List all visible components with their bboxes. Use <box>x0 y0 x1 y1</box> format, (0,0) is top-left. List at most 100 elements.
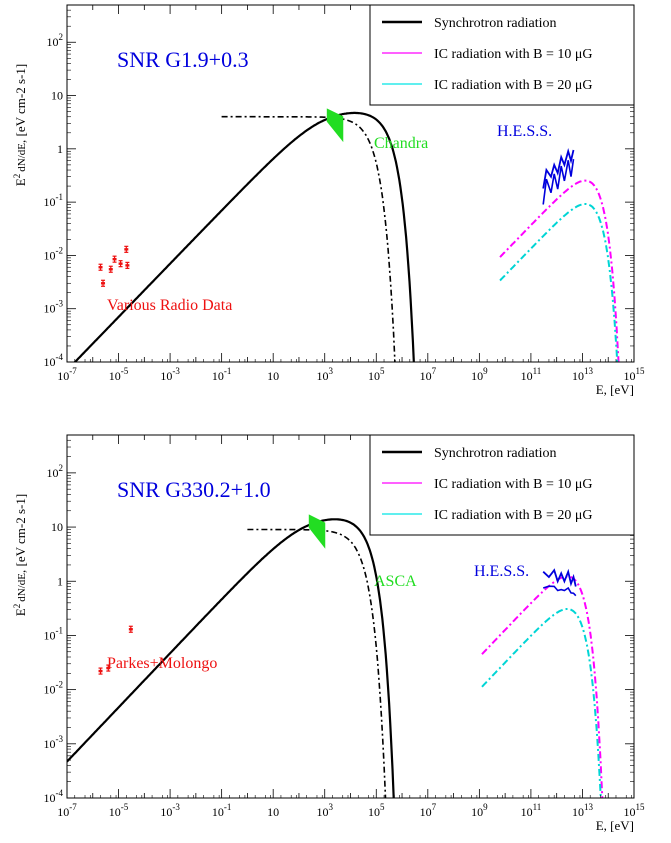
x-tick-label: 107 <box>420 366 437 383</box>
ic-b20-dashdot <box>499 203 619 362</box>
x-tick-base: 10 <box>368 805 380 819</box>
xray-bowtie <box>308 514 326 549</box>
y-tick-label: 10-3 <box>44 734 64 751</box>
legend-label: IC radiation with B = 20 μG <box>434 78 593 93</box>
x-tick-base: 10 <box>420 369 432 383</box>
hess-label: H.E.S.S. <box>497 123 552 140</box>
x-tick-label: 10 <box>267 805 279 819</box>
y-tick-base: 10 <box>44 628 56 642</box>
x-axis-label: E, [eV] <box>596 818 634 833</box>
x-tick-label: 10-1 <box>212 366 232 383</box>
x-tick-label: 1013 <box>572 366 594 383</box>
x-tick-label: 1011 <box>521 366 542 383</box>
x-tick-base: 10 <box>471 805 483 819</box>
y-tick-label: 1 <box>57 142 63 156</box>
legend: Synchrotron radiation IC radiation with B… <box>369 434 635 536</box>
x-tick-base: 10 <box>624 369 636 383</box>
x-tick-exp: 5 <box>380 802 385 812</box>
xray-bowtie <box>326 108 344 143</box>
y-tick-base: 10 <box>44 683 56 697</box>
x-tick-label: 10-3 <box>160 366 180 383</box>
legend-label: IC radiation with B = 20 μG <box>434 508 593 523</box>
y-axis-label-frac-den: dE <box>16 573 28 586</box>
y-tick-exp: -4 <box>56 788 64 798</box>
y-axis-label-frac: dN <box>16 158 28 172</box>
source-title: SNR G330.2+1.0 <box>117 477 271 502</box>
y-tick-label: 10-3 <box>44 299 64 316</box>
y-tick-label: 10-4 <box>44 788 64 805</box>
x-tick-label: 109 <box>471 366 488 383</box>
x-tick-exp: 3 <box>328 802 333 812</box>
ic-b20-dashdot <box>481 608 602 798</box>
chart-panel-1: 10-7 10-5 10-3 10-1 10 103 105 107 109 1011 1013 10… <box>12 4 646 397</box>
hess-data-lower <box>542 585 577 597</box>
x-tick-exp: -3 <box>172 802 180 812</box>
radio-data-point <box>118 262 123 265</box>
x-tick-base: 10 <box>572 805 584 819</box>
x-tick-label: 10 <box>267 369 279 383</box>
x-tick-base: 10 <box>316 805 328 819</box>
x-tick-exp: -7 <box>69 366 77 376</box>
y-axis-label-slash: / <box>16 584 28 588</box>
y-tick-exp: 2 <box>59 32 64 42</box>
x-tick-exp: 5 <box>380 366 385 376</box>
x-tick-base: 10 <box>471 369 483 383</box>
y-tick-label: 10-1 <box>44 192 64 209</box>
x-tick-exp: 9 <box>483 366 488 376</box>
x-tick-label: 105 <box>368 366 385 383</box>
x-tick-label: 10-5 <box>109 366 129 383</box>
y-tick-base: 10 <box>44 248 56 262</box>
y-tick-base: 10 <box>44 355 56 369</box>
y-axis-label: E2 dN/dE, [eV cm-2 s-1] <box>12 494 28 616</box>
y-tick-label: 10-1 <box>44 625 64 642</box>
y-tick-exp: -2 <box>56 245 64 255</box>
x-tick-label: 1011 <box>521 802 542 819</box>
y-tick-label: 102 <box>47 463 64 480</box>
legend: Synchrotron radiation IC radiation with B… <box>369 4 635 106</box>
y-axis-label-sq: 2 <box>12 174 22 179</box>
x-tick-label: 107 <box>420 802 437 819</box>
y-tick-label: 10 <box>51 520 63 534</box>
ic-b10-dashdot <box>499 179 620 362</box>
y-tick-base: 10 <box>44 302 56 316</box>
y-axis-label-frac: dN <box>16 588 28 602</box>
x-tick-base: 10 <box>316 369 328 383</box>
legend-label: Synchrotron radiation <box>434 16 556 31</box>
x-tick-exp: 11 <box>533 366 542 376</box>
radio-data-point <box>125 264 130 267</box>
x-tick-base: 10 <box>572 369 584 383</box>
y-tick-label: 10-2 <box>44 245 64 262</box>
y-tick-exp: -4 <box>56 352 64 362</box>
plot-area <box>73 108 620 362</box>
x-tick-label: 10-3 <box>160 802 180 819</box>
radio-data-point <box>98 669 103 673</box>
source-title: SNR G1.9+0.3 <box>117 47 249 72</box>
x-tick-base: 10 <box>57 369 69 383</box>
y-axis-label-units: , [eV cm-2 s-1] <box>13 494 28 573</box>
xray-label: Chandra <box>374 135 428 152</box>
x-tick-exp: -1 <box>224 366 232 376</box>
x-tick-label: 10-7 <box>57 366 77 383</box>
x-tick-exp: -5 <box>121 366 129 376</box>
y-axis-label-frac-den: dE <box>16 143 28 156</box>
x-tick-base: 10 <box>160 369 172 383</box>
y-tick-label: 1 <box>57 574 63 588</box>
x-tick-exp: -7 <box>69 802 77 812</box>
x-tick-exp: 15 <box>636 366 646 376</box>
legend-label: IC radiation with B = 10 μG <box>434 47 593 62</box>
x-tick-base: 10 <box>212 369 224 383</box>
y-tick-base: 10 <box>47 466 59 480</box>
y-axis-label-prefix: E <box>13 178 28 186</box>
x-tick-label: 1015 <box>624 802 646 819</box>
radio-label: Parkes+Molongo <box>107 655 217 672</box>
x-tick-base: 10 <box>212 805 224 819</box>
radio-data-point <box>124 248 129 251</box>
radio-data-point <box>101 282 106 285</box>
legend-label: IC radiation with B = 10 μG <box>434 477 593 492</box>
y-tick-exp: -1 <box>56 192 64 202</box>
x-tick-exp: -1 <box>224 802 232 812</box>
y-tick-label: 10 <box>51 89 63 103</box>
synchrotron-dashdot <box>247 528 387 798</box>
hess-data <box>542 148 575 189</box>
radio-data-point <box>98 266 103 269</box>
